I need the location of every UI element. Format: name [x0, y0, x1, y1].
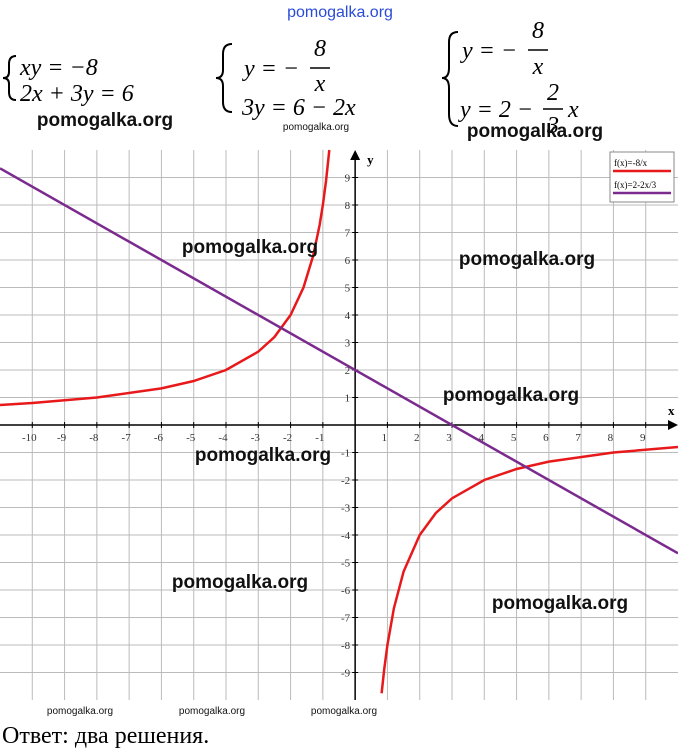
series-line — [0, 167, 678, 555]
watermark: pomogalka.org — [467, 121, 603, 142]
y-tick-label: -3 — [341, 503, 351, 515]
x-tick-label: 3 — [446, 432, 452, 444]
x-tick-label: -7 — [122, 432, 132, 444]
y-tick-label: -9 — [341, 668, 351, 680]
y-tick-label: -6 — [341, 585, 351, 597]
x-tick-label: -9 — [57, 432, 67, 444]
legend-label: f(x)=-8/x — [614, 158, 648, 168]
brace — [215, 43, 233, 113]
series-line — [0, 149, 678, 694]
equation: 3y = 6 − 2x — [241, 95, 356, 121]
x-tick-label: 6 — [543, 432, 549, 444]
x-tick-label: 5 — [511, 432, 517, 444]
y-tick-label: 6 — [345, 255, 351, 267]
denominator: x — [532, 54, 544, 80]
watermark: pomogalka.org — [459, 249, 595, 270]
y-axis-label: y — [367, 152, 374, 167]
x-tick-label: -8 — [89, 432, 99, 444]
numerator: 2 — [547, 80, 559, 106]
equation: 2x + 3y = 6 — [20, 81, 134, 107]
watermark: pomogalka.org — [47, 706, 113, 717]
watermark: pomogalka.org — [37, 110, 173, 131]
x-tick-label: 7 — [575, 432, 581, 444]
y-tick-label: 8 — [345, 200, 351, 212]
watermark: pomogalka.org — [287, 4, 393, 21]
y-tick-label: 2 — [345, 365, 351, 377]
brace — [441, 31, 459, 127]
x-axis-label: x — [668, 403, 675, 418]
watermark: pomogalka.org — [182, 237, 318, 258]
y-tick-label: -7 — [341, 613, 351, 625]
numerator: 8 — [314, 36, 326, 62]
equation: y = − — [460, 38, 517, 64]
watermark: pomogalka.org — [443, 385, 579, 406]
x-tick-label: -1 — [315, 432, 324, 444]
x-tick-label: -5 — [186, 432, 196, 444]
x-tick-label: 4 — [479, 432, 485, 444]
watermark: pomogalka.org — [172, 572, 308, 593]
watermark: pomogalka.org — [195, 445, 331, 466]
x-tick-label: 9 — [640, 432, 646, 444]
y-tick-label: -5 — [341, 558, 351, 570]
x-tick-label: -6 — [154, 432, 164, 444]
y-tick-label: -4 — [341, 530, 351, 542]
y-tick-label: 1 — [345, 393, 351, 405]
y-tick-label: 4 — [345, 310, 351, 322]
watermark: pomogalka.org — [311, 706, 377, 717]
watermark: pomogalka.org — [179, 706, 245, 717]
x-tick-label: -4 — [218, 432, 228, 444]
x-tick-label: 2 — [414, 432, 420, 444]
chart: -10 -9 -8 -7 -6 -5 -4 -3 -2 -1 1 2 3 4 5 6 7 8 9 -9 -8 -7 -6 -5… — [0, 149, 678, 700]
equation: x — [567, 97, 579, 123]
y-tick-label: 7 — [345, 228, 351, 240]
legend-label: f(x)=2-2x/3 — [614, 180, 657, 190]
x-tick-label: 8 — [608, 432, 614, 444]
y-tick-label: 9 — [345, 173, 351, 185]
x-tick-label: 1 — [382, 432, 388, 444]
denominator: 3 — [546, 113, 559, 139]
x-arrow — [668, 420, 678, 430]
y-arrow — [350, 150, 361, 160]
watermark: pomogalka.org — [283, 122, 349, 133]
y-tick-label: -2 — [341, 475, 350, 487]
numerator: 8 — [532, 18, 544, 44]
equation: y = 2 − — [458, 97, 533, 123]
y-tick-label: 5 — [345, 283, 351, 295]
equation: y = − — [242, 56, 299, 82]
x-tick-label: -2 — [283, 432, 292, 444]
equation: xy = −8 — [19, 55, 98, 81]
x-tick-label: -10 — [22, 432, 37, 444]
x-tick-label: -3 — [251, 432, 261, 444]
y-tick-label: 3 — [345, 338, 351, 350]
answer: Ответ: два решения. — [2, 723, 209, 749]
y-tick-label: -8 — [341, 640, 351, 652]
y-tick-label: -1 — [341, 448, 350, 460]
brace — [2, 55, 17, 101]
watermark: pomogalka.org — [492, 593, 628, 614]
denominator: x — [314, 71, 326, 97]
